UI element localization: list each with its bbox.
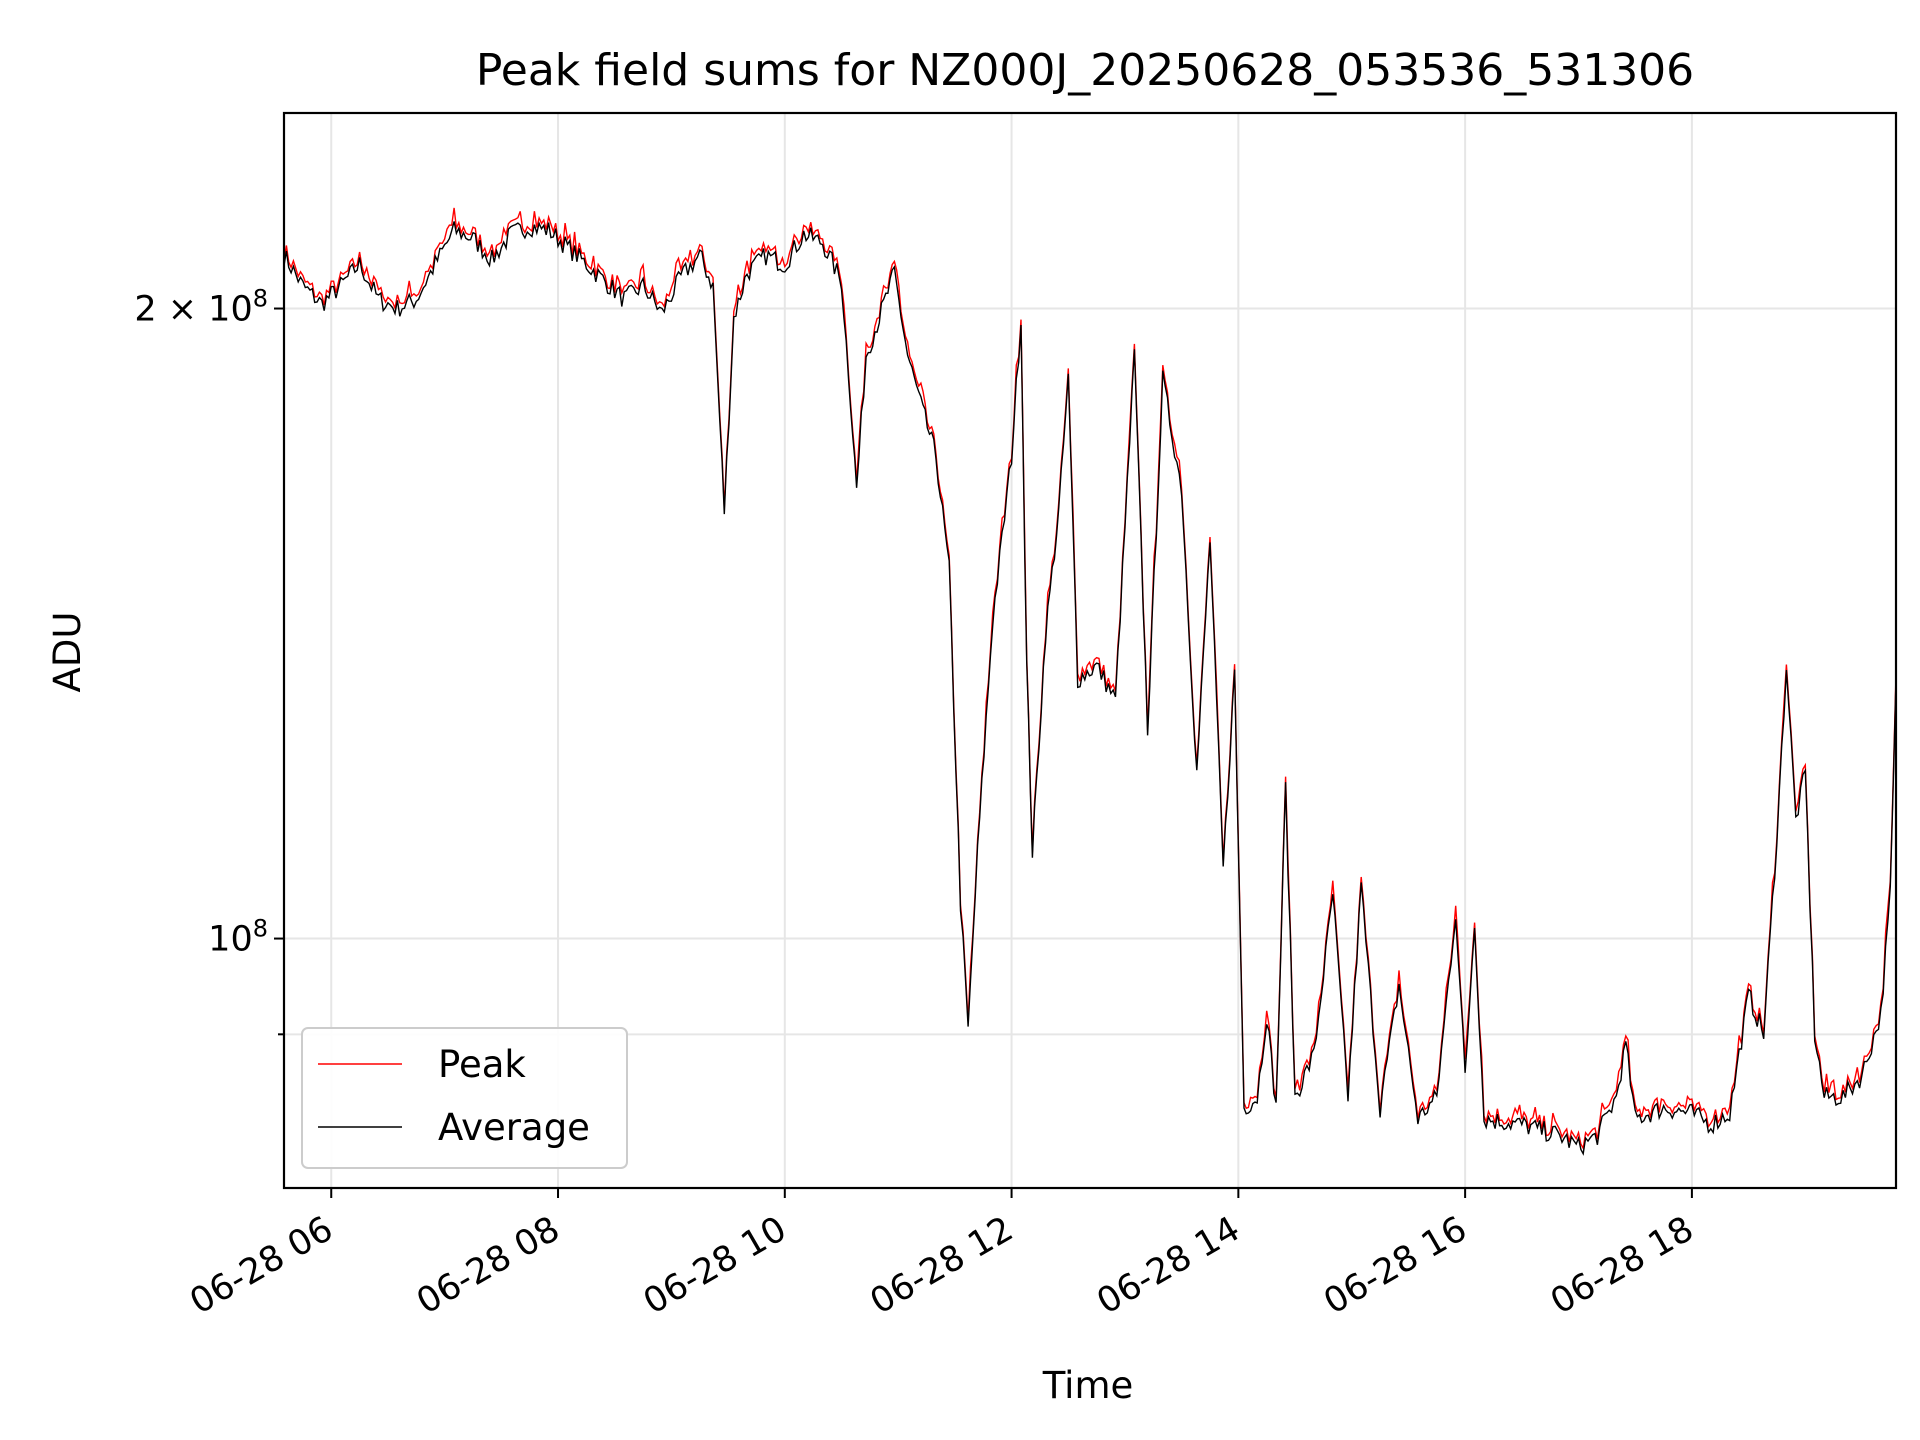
x-tick-label: 06-28 18 (1544, 1209, 1700, 1322)
x-tick-label: 06-28 06 (183, 1209, 339, 1322)
y-axis: 108 2 × 108 (134, 285, 284, 1036)
legend: Peak Average (301, 1027, 628, 1169)
y-tick-label: 108 (208, 915, 268, 960)
y-axis-label: ADU (46, 612, 89, 693)
series-layer (284, 207, 1896, 1156)
x-axis: 06-28 06 06-28 08 06-28 10 06-28 12 06-28 14… (183, 1188, 1700, 1322)
legend-label-peak: Peak (438, 1043, 526, 1086)
grid (284, 113, 1896, 1188)
series-line-average (284, 221, 1896, 1156)
legend-label-average: Average (438, 1106, 590, 1149)
y-tick-label: 2 × 108 (134, 285, 268, 330)
x-tick-label: 06-28 16 (1317, 1209, 1473, 1322)
x-tick-label: 06-28 08 (410, 1209, 566, 1322)
series-line-peak (284, 207, 1896, 1151)
legend-box (301, 1027, 628, 1169)
x-tick-label: 06-28 12 (864, 1209, 1020, 1322)
chart-title: Peak field sums for NZ000J_20250628_0535… (476, 45, 1694, 96)
x-tick-label: 06-28 14 (1091, 1209, 1247, 1322)
plot-frame (282, 111, 1898, 1190)
x-axis-label: Time (1042, 1364, 1134, 1407)
x-tick-label: 06-28 10 (637, 1209, 793, 1322)
